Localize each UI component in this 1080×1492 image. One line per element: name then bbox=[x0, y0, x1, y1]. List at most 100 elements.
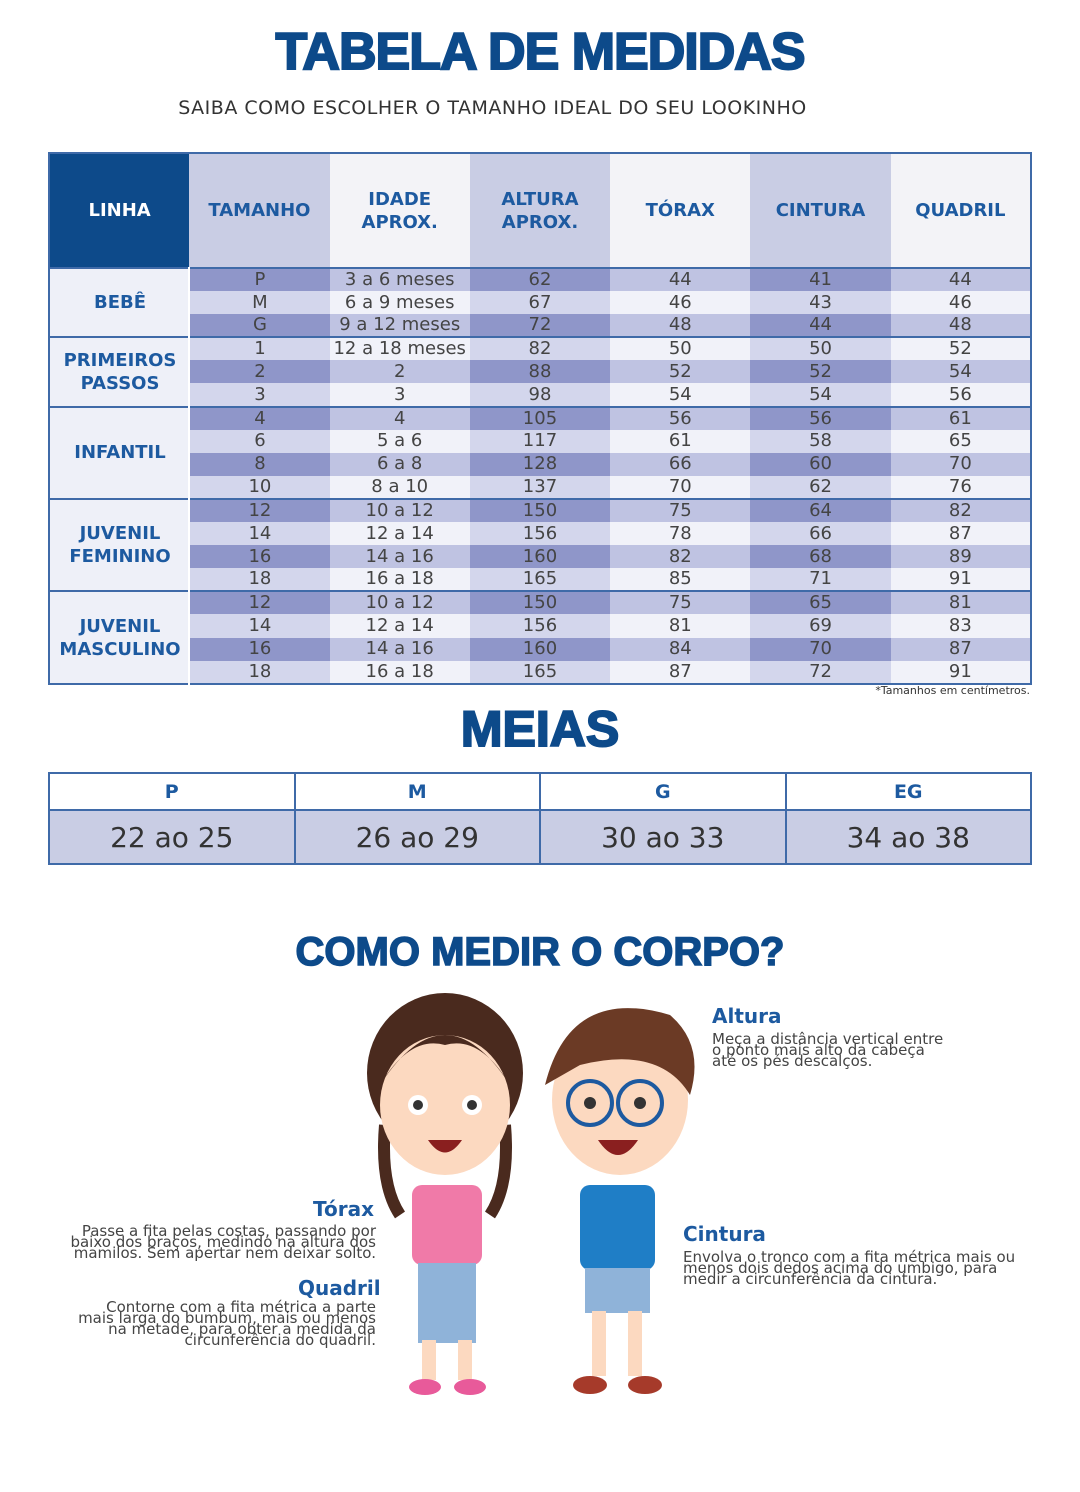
table-cell: 12 bbox=[189, 590, 330, 615]
table-cell: 10 a 12 bbox=[329, 497, 470, 523]
table-cell: 43 bbox=[750, 291, 891, 315]
table-cell: 65 bbox=[750, 590, 891, 615]
table-row: 3 3 98 54 54 56 bbox=[49, 383, 1031, 407]
table-cell: 4 bbox=[189, 405, 330, 430]
table-cell: 12 a 14 bbox=[329, 522, 470, 546]
table-cell: 12 bbox=[189, 497, 330, 523]
table-row: BEBÊ P 3 a 6 meses 62 44 41 44 bbox=[49, 266, 1031, 338]
page-title: TABELA DE MEDIDAS bbox=[275, 22, 807, 82]
girl-illustration bbox=[367, 993, 523, 1395]
table-row: JUVENIL FEMININO 12 10 a 12 150 75 64 82 bbox=[49, 497, 1031, 592]
table-cell: 61 bbox=[610, 429, 751, 453]
table-cell: 66 bbox=[610, 452, 751, 476]
table-cell: 105 bbox=[469, 405, 611, 430]
table-cell: 50 bbox=[750, 336, 891, 361]
meias-range: 22 ao 25 bbox=[49, 810, 296, 864]
table-cell: 44 bbox=[750, 314, 891, 338]
linha-cell: INFANTIL bbox=[49, 405, 191, 499]
table-cell: 9 a 12 meses bbox=[329, 314, 470, 338]
table-cell: 78 bbox=[610, 522, 751, 546]
table-cell: 16 bbox=[189, 637, 330, 661]
table-cell: 76 bbox=[890, 475, 1031, 499]
col-quadril: QUADRIL bbox=[890, 153, 1031, 268]
table-cell: 10 bbox=[189, 475, 330, 499]
table-cell: 62 bbox=[469, 266, 611, 292]
table-cell: 89 bbox=[890, 545, 1031, 569]
table-cell: 18 bbox=[189, 568, 330, 592]
table-cell: 60 bbox=[750, 452, 891, 476]
table-cell: 67 bbox=[469, 291, 611, 315]
quadril-label: Quadril bbox=[298, 1276, 381, 1300]
table-cell: 6 a 9 meses bbox=[329, 291, 470, 315]
torax-text: Passe a fita pelas costas, passando por … bbox=[70, 1222, 376, 1262]
table-cell: 56 bbox=[610, 405, 751, 430]
table-cell: 46 bbox=[610, 291, 751, 315]
table-cell: 52 bbox=[890, 336, 1031, 361]
table-cell: 54 bbox=[750, 383, 891, 407]
table-cell: 50 bbox=[610, 336, 751, 361]
table-note: *Tamanhos em centímetros. bbox=[875, 684, 1030, 697]
table-cell: 46 bbox=[890, 291, 1031, 315]
table-cell: 91 bbox=[890, 568, 1031, 592]
table-cell: 2 bbox=[189, 360, 330, 384]
table-row: 10 8 a 10 137 70 62 76 bbox=[49, 475, 1031, 499]
table-cell: 82 bbox=[890, 497, 1031, 523]
quadril-text: Contorne com a fita métrica a parte mais… bbox=[78, 1298, 376, 1349]
table-cell: 10 a 12 bbox=[329, 590, 470, 615]
table-cell: 54 bbox=[610, 383, 751, 407]
table-cell: 14 a 16 bbox=[329, 545, 470, 569]
table-cell: 2 bbox=[329, 360, 470, 384]
table-cell: 41 bbox=[750, 266, 891, 292]
table-cell: 65 bbox=[890, 429, 1031, 453]
meias-size: EG bbox=[785, 773, 1032, 811]
table-cell: 14 a 16 bbox=[329, 637, 470, 661]
table-cell: 3 a 6 meses bbox=[329, 266, 470, 292]
table-cell: 8 a 10 bbox=[329, 475, 470, 499]
cintura-text: Envolva o tronco com a fita métrica mais… bbox=[683, 1248, 1016, 1288]
table-row: 14 12 a 14 156 81 69 83 bbox=[49, 614, 1031, 638]
table-cell: 160 bbox=[469, 637, 611, 661]
table-cell: 91 bbox=[890, 660, 1031, 684]
table-cell: 62 bbox=[750, 475, 891, 499]
table-cell: 18 bbox=[189, 660, 330, 684]
linha-cell: BEBÊ bbox=[49, 266, 191, 338]
table-row: 18 16 a 18 165 87 72 91 bbox=[49, 660, 1031, 684]
table-cell: 44 bbox=[610, 266, 751, 292]
page-subtitle: SAIBA COMO ESCOLHER O TAMANHO IDEAL DO S… bbox=[178, 97, 807, 119]
table-cell: 6 a 8 bbox=[329, 452, 470, 476]
table-cell: 52 bbox=[750, 360, 891, 384]
table-cell: 156 bbox=[469, 614, 611, 638]
table-row: 2 2 88 52 52 54 bbox=[49, 360, 1031, 384]
como-medir-title: COMO MEDIR O CORPO? bbox=[295, 929, 785, 975]
table-cell: 70 bbox=[750, 637, 891, 661]
table-cell: 137 bbox=[469, 475, 611, 499]
meias-range: 26 ao 29 bbox=[294, 810, 541, 864]
col-idade: IDADE APROX. bbox=[329, 153, 470, 268]
table-cell: P bbox=[189, 266, 330, 292]
table-cell: 70 bbox=[890, 452, 1031, 476]
table-cell: 66 bbox=[750, 522, 891, 546]
table-cell: 14 bbox=[189, 522, 330, 546]
meias-size: P bbox=[49, 773, 296, 811]
table-cell: 12 a 14 bbox=[329, 614, 470, 638]
linha-cell: PRIMEIROS PASSOS bbox=[49, 336, 191, 407]
meias-range: 30 ao 33 bbox=[540, 810, 787, 864]
kids-illustration bbox=[367, 993, 695, 1395]
table-cell: 56 bbox=[890, 383, 1031, 407]
table-cell: 72 bbox=[750, 660, 891, 684]
table-cell: G bbox=[189, 314, 330, 338]
table-cell: 5 a 6 bbox=[329, 429, 470, 453]
table-cell: 8 bbox=[189, 452, 330, 476]
table-cell: 84 bbox=[610, 637, 751, 661]
linha-cell: JUVENIL MASCULINO bbox=[49, 590, 191, 684]
table-cell: 156 bbox=[469, 522, 611, 546]
table-row: PRIMEIROS PASSOS 1 12 a 18 meses 82 50 50 52 bbox=[49, 336, 1031, 407]
table-cell: 150 bbox=[469, 590, 611, 615]
cintura-label: Cintura bbox=[683, 1222, 766, 1246]
table-cell: 16 a 18 bbox=[329, 568, 470, 592]
table-cell: 75 bbox=[610, 590, 751, 615]
table-cell: 87 bbox=[890, 522, 1031, 546]
table-cell: M bbox=[189, 291, 330, 315]
table-cell: 87 bbox=[610, 660, 751, 684]
